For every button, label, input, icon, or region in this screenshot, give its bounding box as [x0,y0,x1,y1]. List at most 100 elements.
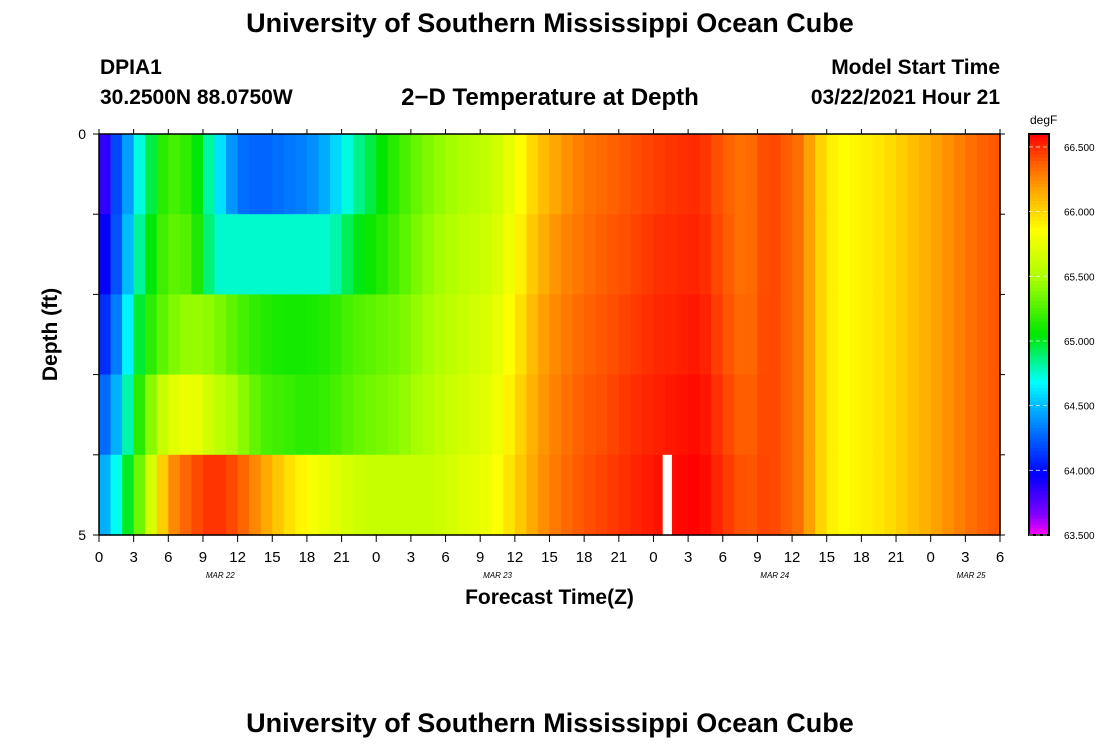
heatmap-cell [792,374,805,456]
heatmap-cell [549,294,562,376]
heatmap-cell [768,134,782,215]
heatmap-cell [306,294,320,376]
colorbar-band [1029,277,1049,282]
colorbar-tick-label: 66.500 [1064,143,1095,154]
heatmap-cell [861,374,874,456]
heatmap-cell [537,294,551,376]
heatmap-cell [457,374,470,456]
heatmap-cell [387,214,400,295]
heatmap-cell [665,214,678,295]
heatmap-cell [283,214,296,295]
heatmap-cell [618,374,631,456]
heatmap-cell [445,134,458,215]
heatmap-cell [168,294,181,376]
heatmap-cell [179,134,193,215]
colorbar-band [1029,297,1049,302]
heatmap-cell [260,134,273,215]
heatmap-cell [214,294,227,376]
heatmap-cell [618,134,631,215]
heatmap-cell [942,454,955,536]
heatmap-cell [399,454,412,536]
heatmap-cell [433,454,447,536]
colorbar-band [1029,240,1049,245]
colorbar-band [1029,301,1049,306]
heatmap-cell [145,214,158,295]
heatmap-cell [399,294,412,376]
heatmap-cell [445,214,458,295]
heatmap-cell [122,454,135,536]
heatmap-cell [445,294,458,376]
heatmap-cell [341,134,354,215]
heatmap-cell [214,134,227,215]
x-tick-label: 6 [719,549,727,566]
colorbar-band [1029,478,1049,483]
heatmap-cell [584,374,597,456]
heatmap-cell [168,454,181,536]
heatmap-cell [988,374,1001,456]
heatmap-cell [907,294,920,376]
heatmap-cell [665,374,678,456]
x-tick-label: 3 [129,549,137,566]
colorbar-tick-label: 64.000 [1064,466,1095,477]
heatmap-cell [410,134,424,215]
heatmap-cell [549,374,562,456]
colorbar-band [1029,174,1049,179]
x-axis: 0 3 6 9 12 15 18 21 0 3 6 9 12 15 18 21 0 3 6 9 12 15 18 21 0 3 6 M… [95,129,1004,609]
heatmap-cell [676,294,689,376]
heatmap-cell [457,214,470,295]
heatmap-cell [688,374,701,456]
x-tick-label: 12 [229,549,246,566]
colorbar-tick-label: 66.000 [1064,208,1095,219]
heatmap-cell [641,374,655,456]
heatmap-cell [884,454,897,536]
heatmap-cell [745,134,759,215]
heatmap-cell [295,214,308,295]
heatmap-cell [907,374,920,456]
heatmap-cell [780,214,793,295]
x-tick-label: 6 [164,549,172,566]
colorbar-tick-label: 65.000 [1064,337,1095,348]
heatmap-cell [780,294,793,376]
heatmap-cell [168,374,181,456]
colorbar-band [1029,414,1049,419]
heatmap-cell [272,134,285,215]
heatmap-cell [607,214,620,295]
heatmap-cell [976,134,990,215]
heatmap-cell [514,454,527,536]
heatmap-cell [826,214,839,295]
heatmap-cell [133,294,146,376]
heatmap-cell [237,294,250,376]
heatmap-cell [387,454,400,536]
heatmap-cell [410,374,424,456]
heatmap-cell [514,214,527,295]
heatmap-cell [283,134,296,215]
heatmap-cell [607,454,620,536]
colorbar-band [1029,254,1049,259]
colorbar-band [1029,331,1049,336]
colorbar-band [1029,431,1049,436]
heatmap-cell [249,454,262,536]
heatmap-cell [676,134,689,215]
heatmap-cell [179,454,193,536]
x-tick-label: 0 [927,549,935,566]
colorbar-band [1029,134,1049,138]
heatmap-cell [953,374,966,456]
heatmap-cell [792,214,805,295]
colorbar-band [1029,234,1049,239]
heatmap-cell [630,454,643,536]
heatmap-cell [168,214,181,295]
heatmap-cell [976,454,990,536]
heatmap-cell [872,454,886,536]
heatmap-cell [872,294,886,376]
heatmap-cell [168,134,181,215]
heatmap-cell [306,454,320,536]
heatmap-cell [99,454,112,536]
heatmap-cell [353,454,366,536]
colorbar-band [1029,204,1049,209]
heatmap-cell [861,134,874,215]
heatmap-cell [722,454,735,536]
heatmap-cell [653,294,666,376]
station-coordinates: 30.2500N 88.0750W [100,86,293,109]
heatmap-cell [595,374,608,456]
heatmap-cell [468,134,481,215]
